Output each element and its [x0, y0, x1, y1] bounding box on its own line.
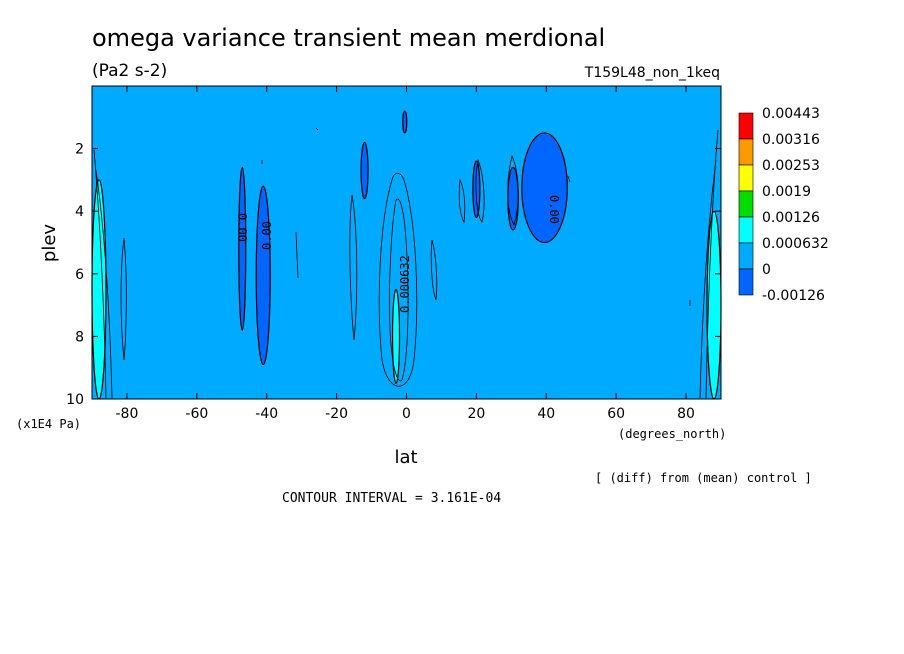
contour-region-negative	[472, 160, 481, 219]
x-tick-label: 80	[677, 406, 695, 422]
run-label: T159L48_non_1keq	[584, 65, 720, 81]
contour-region-positive	[706, 210, 722, 400]
colorbar-swatch	[738, 190, 754, 218]
contour-line	[458, 178, 466, 224]
contour-region-negative	[255, 185, 271, 366]
colorbar-label: 0.00253	[762, 158, 820, 174]
x-tick-label: 40	[537, 406, 555, 422]
contour-interval: CONTOUR INTERVAL = 3.161E-04	[282, 491, 501, 506]
contour-line	[430, 239, 438, 301]
contour-line	[567, 175, 571, 183]
y-tick-label: 10	[66, 392, 84, 408]
contour-line	[120, 237, 127, 361]
colorbar-label: 0	[762, 262, 771, 278]
contour-line	[349, 194, 358, 341]
colorbar-swatch	[738, 268, 754, 296]
x-tick-label: -20	[325, 406, 348, 422]
y-tick-label: 4	[75, 204, 84, 220]
colorbar: 0.00443 0.00316 0.00253 0.0019 0.00126 0.0006…	[738, 106, 829, 304]
contour-label: 0.00	[260, 221, 274, 250]
contour-line	[315, 127, 319, 131]
contour-line	[475, 158, 485, 223]
colorbar-label: 0.00126	[762, 210, 820, 226]
y-tick-label: 8	[75, 329, 84, 345]
contour-region-negative	[238, 166, 247, 331]
contour-region-positive	[391, 288, 401, 384]
x-axis: -80 -60 -40 -20 0 20 40 60 80	[116, 86, 695, 422]
colorbar-swatch	[738, 112, 754, 140]
contour-line	[95, 169, 113, 399]
contour-line	[93, 149, 107, 399]
contour-label: 0.00	[547, 195, 561, 224]
y-axis-label: plev	[39, 224, 60, 263]
colorbar-swatch	[738, 216, 754, 244]
x-axis-label: lat	[394, 447, 417, 468]
chart-title: omega variance transient mean merdional	[92, 24, 605, 52]
diff-note: [ (diff) from (mean) control ]	[595, 471, 812, 485]
contour-label: 0.00	[235, 213, 249, 242]
y-axis: 2 4 6 8 10	[66, 142, 721, 408]
x-axis-units: (degrees_north)	[618, 427, 726, 441]
contour-line	[705, 129, 719, 399]
contour-line	[378, 172, 418, 387]
chart-subtitle: (Pa2 s-2)	[92, 61, 167, 81]
contour-label: 0.000632	[398, 255, 412, 313]
colorbar-swatch	[738, 242, 754, 270]
colorbar-label: 0.0019	[762, 184, 811, 200]
colorbar-label: 0.000632	[762, 236, 829, 252]
plot-area: 0.00 0.00 0.00 0.000632	[91, 85, 722, 400]
colorbar-swatch	[738, 138, 754, 166]
y-axis-units: (x1E4 Pa)	[16, 417, 81, 431]
x-tick-label: 60	[607, 406, 625, 422]
colorbar-label: -0.00126	[762, 288, 825, 304]
colorbar-label: 0.00443	[762, 106, 820, 122]
x-tick-label: 0	[402, 406, 411, 422]
y-tick-label: 2	[75, 142, 84, 158]
colorbar-label: 0.00316	[762, 132, 820, 148]
x-tick-label: -40	[255, 406, 278, 422]
contour-region-negative	[507, 166, 519, 231]
contour-line	[295, 231, 299, 279]
contour-region-negative	[521, 132, 568, 244]
contour-lines	[93, 127, 719, 399]
y-tick-label: 6	[75, 267, 84, 283]
x-tick-label: -80	[116, 406, 139, 422]
x-tick-label: 20	[467, 406, 485, 422]
contour-line	[389, 198, 409, 382]
colorbar-swatch	[738, 164, 754, 192]
x-tick-label: -60	[185, 406, 208, 422]
contour-region-negative	[360, 141, 369, 200]
contour-line	[507, 154, 519, 227]
contour-region-negative	[402, 110, 408, 134]
contour-line	[699, 159, 717, 399]
